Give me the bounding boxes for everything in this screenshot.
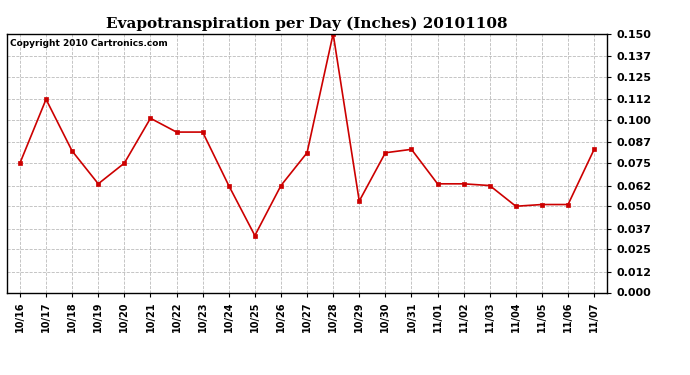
Title: Evapotranspiration per Day (Inches) 20101108: Evapotranspiration per Day (Inches) 2010… (106, 17, 508, 31)
Text: Copyright 2010 Cartronics.com: Copyright 2010 Cartronics.com (10, 39, 168, 48)
